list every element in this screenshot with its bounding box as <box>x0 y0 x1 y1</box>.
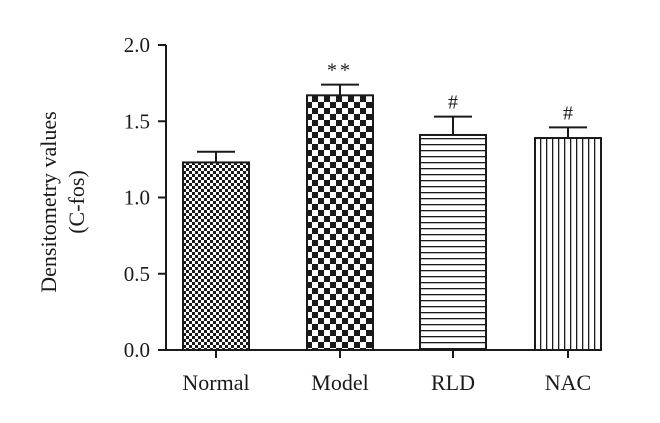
bar-nac <box>534 137 602 351</box>
y-axis-title-line2: (C-fos) <box>64 170 89 234</box>
y-tick-label-4: 2.0 <box>124 33 150 57</box>
x-tick-label-model: Model <box>311 370 368 395</box>
significance-model: ** <box>327 60 353 82</box>
bar-model <box>306 94 374 351</box>
y-axis-title-line1: Densitometry values <box>36 111 61 292</box>
bar-normal <box>182 161 250 351</box>
x-tick-label-normal: Normal <box>182 370 249 395</box>
y-tick-label-0: 0.0 <box>124 338 150 362</box>
y-tick-label-1: 0.5 <box>124 262 150 286</box>
y-axis-title: Densitometry values (C-fos) <box>36 111 89 292</box>
x-tick-label-rld: RLD <box>431 370 475 395</box>
bar-rld <box>419 133 487 351</box>
y-axis: 0.0 0.5 1.0 1.5 2.0 <box>124 33 167 362</box>
significance-nac: # <box>563 102 573 124</box>
y-tick-label-3: 1.5 <box>124 109 150 133</box>
y-tick-label-2: 1.0 <box>124 186 150 210</box>
bars-group: ** # # <box>182 60 602 351</box>
significance-rld: # <box>448 92 458 114</box>
x-tick-label-nac: NAC <box>545 370 591 395</box>
x-axis: Normal Model RLD NAC <box>165 349 596 395</box>
